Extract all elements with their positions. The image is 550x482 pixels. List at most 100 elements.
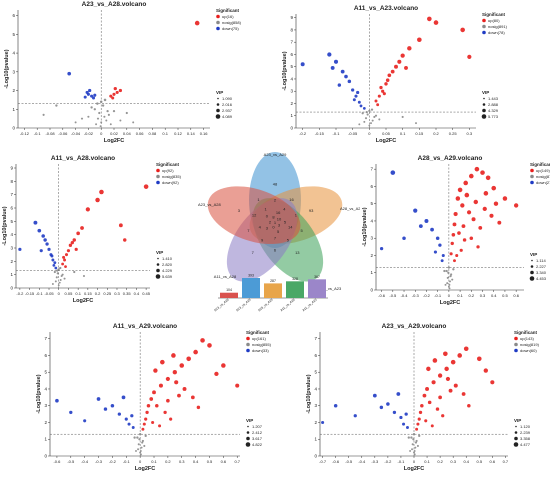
nosig-point [413, 453, 416, 456]
y-tick-label: 0 [290, 126, 293, 131]
y-tick-label: 2 [370, 253, 373, 258]
nosig-point [370, 122, 372, 125]
volcano-plot-a11-vs-a29: A11_vs_A29.volcano -0.6 -0.5 -0.4 -0.3 -0.2 -0… [20, 318, 275, 477]
down-point [359, 104, 363, 108]
down-point [379, 246, 384, 251]
legend-up-label: up(161) [252, 336, 266, 341]
x-tick-label: -0.4 [81, 459, 89, 464]
nosig-point [452, 268, 455, 271]
vip-legend-label: 4.329 [488, 108, 499, 113]
x-tick-label: 0 [448, 293, 451, 298]
nosig-point [42, 113, 45, 116]
nosig-point [415, 439, 418, 443]
x-tick-label: -0.3 [95, 459, 103, 464]
x-tick-label: 0.35 [123, 291, 132, 296]
vip-legend-label: 4.477 [520, 442, 531, 447]
nosig-point [55, 104, 58, 107]
nosig-point [80, 117, 84, 120]
vip-legend-label: 2.937 [222, 108, 233, 113]
up-point [163, 410, 167, 415]
down-point [96, 397, 101, 401]
x-tick-label: 0.3 [467, 131, 473, 136]
vip-legend-label: 1.090 [222, 96, 233, 101]
legend-down-label: down(27) [536, 180, 550, 185]
x-tick-label: -0.5 [67, 459, 75, 464]
up-point [463, 180, 468, 186]
legend-up-label: up(16) [222, 14, 234, 19]
down-point [53, 261, 57, 265]
down-point [67, 71, 72, 76]
vip-legend-label: 5.639 [162, 274, 173, 279]
legend-nosig-label: nosig(873) [536, 174, 550, 179]
x-axis-label: Log2FC [376, 138, 396, 144]
venn-bar-category: A11_vs_A28 [279, 298, 295, 313]
vip-legend-title: VIP [482, 90, 489, 95]
vip-legend-marker [245, 442, 251, 447]
up-point [449, 252, 453, 256]
plot-title: A11_vs_A29.volcano [113, 323, 177, 330]
venn-region-count: 14 [288, 224, 293, 229]
legend-down-marker [530, 180, 534, 185]
down-point [90, 94, 94, 98]
venn-bar [220, 292, 238, 298]
nosig-point [99, 125, 102, 128]
nosig-point [447, 271, 450, 274]
x-tick-label: -0.7 [319, 459, 327, 464]
x-tick-label: -0.2 [109, 459, 117, 464]
up-point [85, 207, 90, 212]
up-point [420, 403, 424, 408]
nosig-point [414, 441, 418, 444]
x-tick-label: -0.15 [25, 291, 35, 296]
y-tick-label: 1 [314, 437, 317, 442]
y-tick-label: 8 [10, 179, 13, 184]
venn-set-label: A28_vs_A29 [340, 206, 360, 211]
x-tick-label: 0.5 [476, 459, 482, 464]
up-point [397, 59, 402, 64]
volcano-svg: A23_vs_A28.volcano-0.12 -0.1 -0.08 -0.06 -0.… [4, 1, 242, 144]
x-tick-label: -0.08 [45, 131, 55, 136]
x-axis-label: Log2FC [404, 466, 424, 472]
up-point [200, 338, 205, 343]
down-point [402, 236, 406, 240]
x-tick-label: 0.4 [491, 293, 497, 298]
down-point [45, 242, 49, 246]
up-point [186, 356, 191, 362]
y-tick-label: 3 [44, 403, 47, 408]
venn-bar-value: 287 [270, 279, 276, 283]
y-tick-label: 2 [290, 101, 293, 106]
x-tick-label: 0.2 [165, 459, 171, 464]
up-point [452, 222, 457, 227]
y-tick-label: 0 [370, 288, 373, 293]
up-point [74, 247, 78, 251]
venn-bar [286, 281, 304, 298]
up-point [193, 349, 198, 355]
up-point [384, 82, 388, 86]
down-point [390, 170, 396, 175]
y-tick-label: 6 [10, 206, 13, 211]
y-tick-label: 4 [12, 51, 15, 56]
nosig-point [373, 115, 376, 119]
legend-down-marker [246, 348, 250, 353]
legend-up-marker [156, 168, 160, 173]
venn-set-label: A11_vs_A23 [319, 286, 342, 291]
nosig-point [446, 276, 449, 279]
up-point [207, 343, 212, 348]
nosig-point [141, 439, 145, 443]
up-point [169, 417, 173, 421]
vip-legend-marker [513, 442, 519, 447]
nosig-point [374, 114, 378, 117]
nosig-point [448, 280, 452, 283]
venn-region-count: 4 [283, 207, 286, 212]
nosig-point [100, 121, 103, 124]
vip-legend-marker [217, 97, 219, 100]
x-tick-label: 0.6 [513, 293, 519, 298]
nosig-point [138, 438, 141, 441]
down-point [340, 69, 345, 74]
vip-legend-label: 2.820 [162, 262, 173, 267]
legend-up-label: up(92) [162, 168, 174, 173]
down-point [88, 88, 92, 93]
down-point [85, 90, 89, 94]
down-point [413, 208, 418, 213]
venn-set-label: A23_vs_A28 [198, 202, 221, 207]
y-tick-label: 1 [290, 113, 293, 118]
